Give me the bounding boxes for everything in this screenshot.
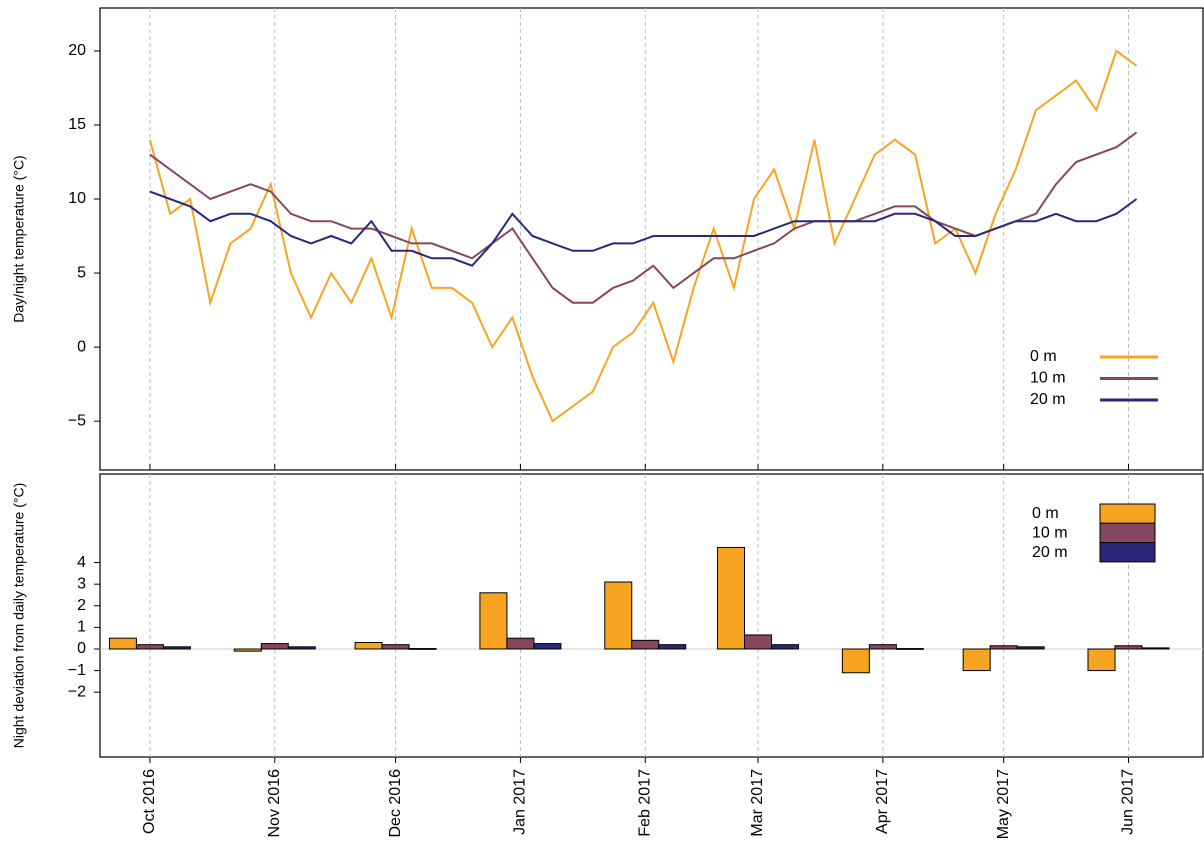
y-tick-label: 3 xyxy=(77,575,86,592)
y-tick-label: 2 xyxy=(77,597,86,614)
plot-frame xyxy=(99,473,1204,758)
legend-swatch xyxy=(1099,522,1156,544)
bar xyxy=(895,648,924,650)
x-tick-label: Jan 2017 xyxy=(512,769,529,835)
bar xyxy=(233,648,262,652)
y-tick-label: 10 xyxy=(68,190,86,207)
series-line xyxy=(148,49,1138,423)
y-tick-label: 20 xyxy=(68,42,86,59)
bar xyxy=(1087,648,1116,672)
bar xyxy=(287,646,316,650)
y-tick-label: −2 xyxy=(68,683,86,700)
bar xyxy=(1114,645,1143,650)
bar xyxy=(717,546,746,650)
bar xyxy=(260,643,289,650)
bar xyxy=(135,644,164,650)
bar xyxy=(868,644,897,650)
bar xyxy=(1141,647,1170,650)
bar xyxy=(989,645,1018,650)
bar xyxy=(962,648,991,672)
legend-swatch xyxy=(1099,503,1156,524)
bar xyxy=(658,644,687,650)
bar xyxy=(771,644,800,650)
bar xyxy=(354,642,383,650)
x-tick-label: Feb 2017 xyxy=(636,769,653,837)
y-tick-label: −5 xyxy=(68,412,86,429)
x-tick-label: Nov 2016 xyxy=(266,769,283,838)
y-tick-label: 5 xyxy=(77,264,86,281)
bar xyxy=(381,644,410,650)
legend-label: 0 m xyxy=(1032,505,1059,522)
y-tick-label: 0 xyxy=(77,640,86,657)
y-tick-label: −1 xyxy=(68,662,86,679)
bar xyxy=(631,639,660,650)
bar xyxy=(1016,646,1045,650)
plot-frame xyxy=(99,7,1204,471)
y-tick-label: 15 xyxy=(68,116,86,133)
legend-label: 10 m xyxy=(1030,370,1066,387)
y-axis-label: Night deviation from daily temperature (… xyxy=(11,483,27,748)
bar xyxy=(533,643,562,650)
y-tick-label: 4 xyxy=(77,554,86,571)
legend-swatch xyxy=(1099,542,1156,563)
bar xyxy=(408,648,437,650)
y-tick-label: 0 xyxy=(77,338,86,355)
bar xyxy=(162,646,191,650)
bar xyxy=(108,637,137,650)
y-axis-label: Day/night temperature (°C) xyxy=(11,155,27,322)
bar xyxy=(506,637,535,650)
bar xyxy=(744,634,773,650)
bar xyxy=(604,581,633,650)
x-tick-label: Oct 2016 xyxy=(141,769,158,834)
x-tick-label: Mar 2017 xyxy=(749,769,766,837)
legend-label: 0 m xyxy=(1030,348,1057,365)
x-tick-label: Apr 2017 xyxy=(874,769,891,834)
legend-label: 10 m xyxy=(1032,525,1068,542)
legend-label: 20 m xyxy=(1030,391,1066,408)
series-line xyxy=(149,190,1138,267)
legend-label: 20 m xyxy=(1032,544,1068,561)
x-tick-label: Dec 2016 xyxy=(387,769,404,838)
bar xyxy=(841,648,870,674)
x-tick-label: Jun 2017 xyxy=(1120,769,1137,835)
bar xyxy=(479,592,508,650)
x-tick-label: May 2017 xyxy=(995,769,1012,839)
y-tick-label: 1 xyxy=(77,619,86,636)
series-line xyxy=(149,131,1138,304)
